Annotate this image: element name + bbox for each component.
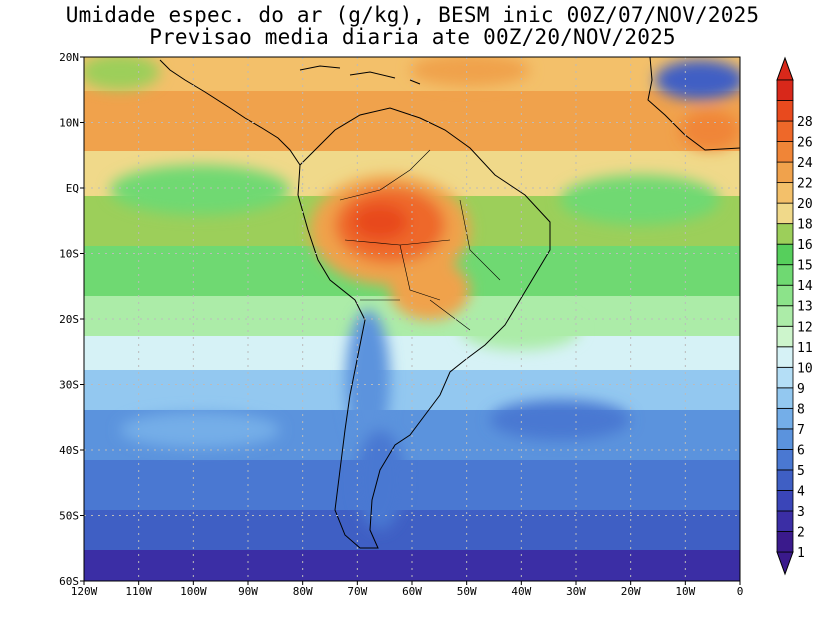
colorbar-label: 20: [797, 197, 813, 212]
colorbar-swatch: [776, 387, 794, 409]
colorbar-label: 7: [797, 423, 805, 438]
colorbar-swatch: [776, 79, 794, 101]
blob-west-africa: [680, 110, 740, 150]
lat-tick-label: 20N: [59, 51, 79, 64]
map-subtitle: Previsao media diaria ate 00Z/20/NOV/202…: [149, 25, 676, 49]
colorbar-swatch: [776, 243, 794, 266]
colorbar-underflow-arrow: [776, 551, 794, 576]
lon-tick-label: 110W: [125, 585, 152, 598]
colorbar-label: 10: [797, 361, 813, 376]
lon-tick-label: 0: [737, 585, 744, 598]
colorbar-label: 1: [797, 546, 805, 561]
colorbar-swatch: [776, 161, 794, 184]
blob-sw-atlantic: [460, 310, 580, 350]
lon-tick-label: 20W: [621, 585, 641, 598]
colorbar-label: 26: [797, 136, 813, 151]
blob-s-atlantic: [490, 400, 630, 440]
colorbar-label: 14: [797, 279, 813, 294]
blob-patagonia: [356, 430, 404, 530]
colorbar-swatch: [776, 264, 794, 286]
colorbar-swatch: [776, 325, 794, 348]
colorbar-swatch: [776, 202, 794, 225]
blob-sahara-dry: [655, 60, 740, 100]
colorbar-swatch: [776, 510, 794, 532]
blob-amazon-peak: [352, 204, 408, 240]
central-america-outline: [159, 59, 301, 166]
colorbar-overflow-arrow: [776, 56, 794, 81]
colorbar-label: 18: [797, 218, 813, 233]
lat-tick-label: 30S: [59, 379, 79, 392]
lon-tick-label: 120W: [71, 585, 98, 598]
colorbar-swatch: [776, 469, 794, 491]
colorbar-label: 9: [797, 382, 805, 397]
colorbar-label: 6: [797, 443, 805, 458]
colorbar-label: 15: [797, 259, 813, 274]
lon-axis: 120W 110W 100W 90W 80W 70W 60W 50W 40W 30W 20W 10W 0: [71, 581, 744, 598]
colorbar-label: 12: [797, 320, 813, 335]
colorbar-swatch: [776, 490, 794, 512]
colorbar-swatch: [776, 531, 794, 553]
lat-axis: 20N 10N EQ 10S 20S 30S 40S 50S 60S: [59, 51, 84, 588]
colorbar-label: 3: [797, 505, 805, 520]
blob-caribbean: [410, 57, 530, 86]
coastlines: [159, 57, 740, 549]
lat-tick-label: 50S: [59, 510, 79, 523]
colorbar-swatch: [776, 223, 794, 245]
colorbar-swatch: [776, 120, 794, 142]
lon-tick-label: 90W: [238, 585, 258, 598]
south-america-outline: [297, 107, 551, 549]
colorbar-label: 24: [797, 156, 813, 171]
map-title: Umidade espec. do ar (g/kg), BESM inic 0…: [65, 3, 760, 27]
lon-tick-label: 80W: [293, 585, 313, 598]
lat-tick-label: 10N: [59, 117, 79, 130]
lat-tick-label: 20S: [59, 313, 79, 326]
colorbar-label: 28: [797, 115, 813, 130]
colorbar-swatch: [776, 448, 794, 471]
lon-tick-label: 40W: [511, 585, 531, 598]
colorbar-swatch: [776, 366, 794, 389]
lon-tick-label: 60W: [402, 585, 422, 598]
lon-tick-label: 30W: [566, 585, 586, 598]
band-30s: [84, 370, 740, 410]
colorbar-swatch: [776, 284, 794, 307]
band-55s: [84, 510, 740, 550]
colorbar-swatch: [776, 305, 794, 327]
colorbar-label: 4: [797, 484, 805, 499]
colorbar-label: 2: [797, 525, 805, 540]
blob-atlantic-eq: [560, 175, 720, 225]
colorbar-label: 13: [797, 300, 813, 315]
lat-tick-label: 60S: [59, 575, 79, 588]
lon-tick-label: 70W: [347, 585, 367, 598]
blob-chaco: [390, 260, 470, 320]
colorbar-swatch: [776, 141, 794, 163]
lat-tick-label: 40S: [59, 444, 79, 457]
colorbar-label: 5: [797, 464, 805, 479]
lat-lon-grid: [84, 57, 740, 581]
colorbar-swatch: [776, 407, 794, 430]
africa-outline: [647, 57, 740, 151]
colorbar-label: 22: [797, 177, 813, 192]
colorbar-label: 11: [797, 341, 813, 356]
lat-tick-label: EQ: [66, 182, 79, 195]
colorbar-swatch: [776, 100, 794, 122]
blob-pacific-nw: [84, 57, 160, 90]
blob-s-pacific: [120, 412, 280, 448]
lon-tick-label: 50W: [457, 585, 477, 598]
colorbar-label: 16: [797, 238, 813, 253]
lon-tick-label: 100W: [180, 585, 207, 598]
colorbar-swatch: [776, 428, 794, 450]
lon-tick-label: 10W: [675, 585, 695, 598]
field-blobs: [84, 57, 740, 530]
colorbar-swatch: [776, 182, 794, 204]
blob-pacific-eq: [110, 165, 290, 215]
country-borders: [339, 149, 501, 331]
lat-tick-label: 10S: [59, 248, 79, 261]
colorbar-swatch: [776, 346, 794, 368]
colorbar-label: 8: [797, 402, 805, 417]
caribbean-islands: [299, 65, 421, 85]
